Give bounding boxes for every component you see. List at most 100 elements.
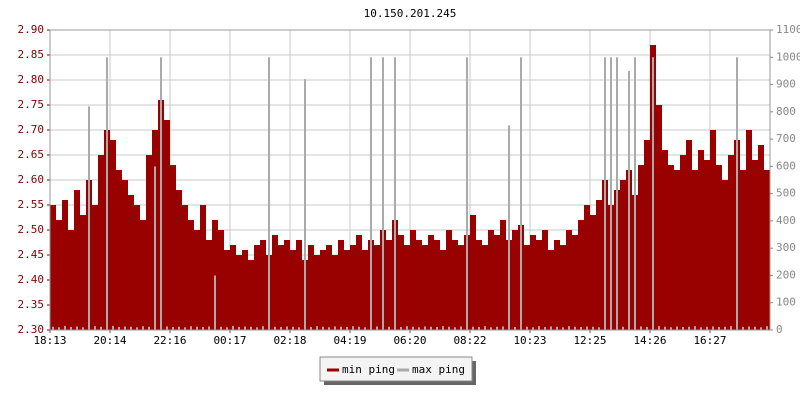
bar xyxy=(362,250,368,330)
bar xyxy=(100,326,102,330)
bar xyxy=(670,327,672,330)
bar xyxy=(448,326,450,330)
bar xyxy=(340,326,342,330)
bar xyxy=(338,240,344,330)
bar xyxy=(404,245,410,330)
bar xyxy=(758,145,764,330)
bar xyxy=(500,220,506,330)
bar xyxy=(202,327,204,330)
bar xyxy=(428,235,434,330)
bar xyxy=(344,250,350,330)
bar xyxy=(82,327,84,330)
bar xyxy=(668,165,674,330)
x-tick-label: 22:16 xyxy=(153,334,186,347)
bar xyxy=(206,240,212,330)
y2-tick-label: 200 xyxy=(776,268,796,281)
y-tick-label: 2.65 xyxy=(18,148,45,161)
bar xyxy=(736,57,738,330)
bar xyxy=(122,180,128,330)
bar xyxy=(176,190,182,330)
x-tick-label: 12:25 xyxy=(573,334,606,347)
bar xyxy=(328,327,330,330)
bar xyxy=(230,245,236,330)
bar xyxy=(166,326,168,330)
bar xyxy=(194,230,200,330)
bar xyxy=(664,326,666,330)
bar xyxy=(728,155,734,330)
x-tick-label: 08:22 xyxy=(453,334,486,347)
bar xyxy=(722,180,728,330)
bar xyxy=(752,160,758,330)
bar xyxy=(242,250,248,330)
bar xyxy=(260,240,266,330)
bar xyxy=(488,230,494,330)
bar xyxy=(208,326,210,330)
x-tick-label: 18:13 xyxy=(33,334,66,347)
bar xyxy=(286,326,288,330)
bar xyxy=(334,326,336,330)
bar xyxy=(236,255,242,330)
bar xyxy=(590,215,596,330)
bar xyxy=(284,240,290,330)
bar xyxy=(710,130,716,330)
x-tick-label: 10:23 xyxy=(513,334,546,347)
bar xyxy=(412,326,414,330)
bar xyxy=(536,240,542,330)
bar xyxy=(476,240,482,330)
bar xyxy=(674,170,680,330)
y-tick-label: 2.60 xyxy=(18,173,45,186)
y-tick-label: 2.30 xyxy=(18,323,45,336)
bar xyxy=(98,155,104,330)
bar xyxy=(212,220,218,330)
x-tick-label: 14:26 xyxy=(633,334,666,347)
bar xyxy=(226,327,228,330)
bar xyxy=(616,57,618,330)
bar xyxy=(188,220,194,330)
bar xyxy=(644,140,650,330)
bar xyxy=(436,327,438,330)
bar xyxy=(634,57,636,330)
legend: min ping max ping xyxy=(319,356,476,385)
y-tick-label: 2.55 xyxy=(18,198,45,211)
y2-tick-label: 400 xyxy=(776,214,796,227)
bar xyxy=(296,240,302,330)
bar xyxy=(764,170,770,330)
bar xyxy=(716,165,722,330)
bar xyxy=(224,250,230,330)
bar xyxy=(688,326,690,330)
y-tick-label: 2.75 xyxy=(18,98,45,111)
bar xyxy=(142,326,144,330)
bar xyxy=(598,327,600,330)
bar xyxy=(580,327,582,330)
y-tick-label: 2.70 xyxy=(18,123,45,136)
bar xyxy=(232,325,234,330)
legend-label: max ping xyxy=(412,363,465,376)
bar xyxy=(718,327,720,330)
bar xyxy=(298,327,300,330)
plot-frame xyxy=(49,29,771,331)
bar xyxy=(346,327,348,330)
bar xyxy=(760,327,762,330)
bar xyxy=(94,326,96,330)
bar xyxy=(352,326,354,330)
bar xyxy=(244,326,246,330)
bar xyxy=(592,326,594,330)
bar xyxy=(92,205,98,330)
x-tick-label: 00:17 xyxy=(213,334,246,347)
bar xyxy=(370,57,372,330)
bar xyxy=(220,326,222,330)
bar xyxy=(418,327,420,330)
bar xyxy=(526,326,528,330)
bar xyxy=(424,326,426,330)
bar xyxy=(542,230,548,330)
bar xyxy=(652,57,654,330)
bar xyxy=(214,275,216,330)
bar xyxy=(440,250,446,330)
bar xyxy=(290,250,296,330)
bar xyxy=(446,230,452,330)
bar xyxy=(136,327,138,330)
bar xyxy=(610,57,612,330)
bar xyxy=(658,326,660,330)
bar xyxy=(238,327,240,330)
